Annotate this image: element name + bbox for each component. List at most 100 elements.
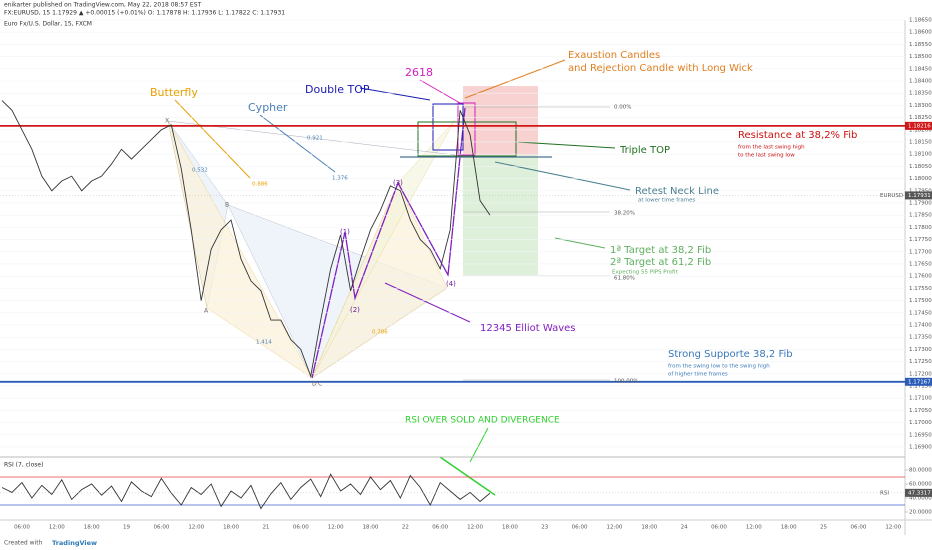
y-tick-label: 1.18200 <box>909 127 932 133</box>
annotation: 1.376 <box>332 176 348 182</box>
y-tick-label: 1.17500 <box>909 298 932 304</box>
y-tick-label: 1.16950 <box>909 432 932 438</box>
y-tick-label: 1.18150 <box>909 139 932 145</box>
x-tick-label: 06:00 <box>432 525 448 531</box>
x-tick-label: 06:00 <box>850 525 866 531</box>
annotation: X <box>165 118 169 125</box>
y-tick-label: 1.17100 <box>909 396 932 402</box>
x-tick-label: 12:00 <box>885 525 901 531</box>
annotation: from the last swing high <box>738 145 805 151</box>
x-tick-label: 12:00 <box>607 525 623 531</box>
y-tick-label: 1.18300 <box>909 103 932 109</box>
x-tick-label: 18:00 <box>502 525 518 531</box>
y-tick-label: 1.18400 <box>909 78 932 84</box>
last-price-tag <box>905 191 932 200</box>
y-tick-label: 1.18100 <box>909 152 932 158</box>
annotation: 1ª Target at 38,2 Fib <box>610 245 711 256</box>
y-tick-label: 1.18600 <box>909 30 932 36</box>
y-tick-label: 1.18550 <box>909 42 932 48</box>
annotation: D <box>312 381 317 388</box>
x-tick-label: 18:00 <box>781 525 797 531</box>
annotation: Triple TOP <box>619 145 670 156</box>
annotation: 2618 <box>405 66 433 79</box>
y-tick-label: 1.17450 <box>909 310 932 316</box>
annotation: 0.532 <box>192 168 208 174</box>
annotation: 0.921 <box>307 136 323 142</box>
x-tick-label: 12:00 <box>49 525 65 531</box>
reference-tag <box>905 121 932 130</box>
y-tick-label: 1.17750 <box>909 237 932 243</box>
last-price-tag <box>905 488 932 497</box>
reference-label: 1.17167 <box>908 379 931 385</box>
x-tick-label: 12:00 <box>467 525 483 531</box>
butterfly-xac <box>167 120 313 379</box>
x-tick-label: 18:00 <box>641 525 657 531</box>
y-tick-label: 1.17650 <box>909 261 932 267</box>
x-tick-label: 22 <box>402 525 409 531</box>
annotation: Expecting 55 PIPS Profit <box>612 270 678 276</box>
x-tick-label: 18:00 <box>84 525 100 531</box>
y-tick-label: 1.18650 <box>909 18 932 24</box>
y-tick-label: 1.17400 <box>909 322 932 328</box>
annotation: to the last swing low <box>738 153 795 159</box>
last-price-label: 47.3317 <box>908 490 931 496</box>
reference-tag <box>905 377 932 386</box>
exhaustion-box <box>457 102 476 156</box>
footer-created: Created with <box>4 540 43 547</box>
annotation: 0.00% <box>614 105 631 111</box>
x-tick-label: 21 <box>262 525 269 531</box>
annotation: 38.20% <box>614 211 635 217</box>
y-tick-label: 1.17150 <box>909 383 932 389</box>
annotation: Strong Supporte 38,2 Fib <box>668 349 793 360</box>
y-tick-label: 1.18050 <box>909 164 932 170</box>
series-tag: EURUSD <box>880 193 903 199</box>
y-tick-label: 60.0000 <box>909 481 932 487</box>
annotation: 1.414 <box>256 340 272 346</box>
y-tick-label: 1.18500 <box>909 54 932 60</box>
y-tick-label: 1.18250 <box>909 115 932 121</box>
y-tick-label: 1.16900 <box>909 444 932 450</box>
x-tick-label: 19 <box>123 525 130 531</box>
annotation: A <box>204 308 209 315</box>
double-top-box <box>432 103 464 151</box>
annotation: (4) <box>446 280 456 288</box>
annotation: Butterfly <box>150 86 198 99</box>
annotation: 12345 Elliot Waves <box>480 323 576 334</box>
y-tick-label: 1.17600 <box>909 274 932 280</box>
annotation: 0.886 <box>252 182 268 188</box>
annotation: Double TOP <box>305 83 370 96</box>
x-tick-label: 06:00 <box>572 525 588 531</box>
y-tick-label: 1.17000 <box>909 420 932 426</box>
symbol-line: FX:EURUSD, 15 1.17929 ▲ +0.00015 (+0.01%… <box>4 10 285 17</box>
annotation: Retest Neck Line <box>635 186 719 197</box>
publisher: enikarter published on TradingView.com, … <box>4 2 202 9</box>
rsi-title: RSI (7, close) <box>4 462 43 469</box>
annotation: Resistance at 38,2% Fib <box>738 130 857 141</box>
x-tick-label: 12:00 <box>328 525 344 531</box>
y-tick-label: 80.0000 <box>909 467 932 473</box>
annotation: 2ª Target at 61,2 Fib <box>610 257 711 268</box>
elliott-waves <box>311 107 466 379</box>
last-price-label: 1.17931 <box>908 193 931 199</box>
annotation: RSI OVER SOLD AND DIVERGENCE <box>405 416 560 426</box>
x-tick-label: 12:00 <box>188 525 204 531</box>
price-line <box>1 100 491 378</box>
y-tick-label: 1.17950 <box>909 188 932 194</box>
triple-top-box <box>417 121 517 157</box>
y-tick-label: 1.17300 <box>909 347 932 353</box>
annotation: (2) <box>350 306 360 314</box>
annotation: C <box>318 381 322 388</box>
x-tick-label: 06:00 <box>14 525 30 531</box>
annotation: from the swing low to the swing high <box>668 364 770 370</box>
y-tick-label: 1.17700 <box>909 249 932 255</box>
annotation: at lower time frames <box>638 198 696 204</box>
y-tick-label: 1.17250 <box>909 359 932 365</box>
instrument: Euro Fx/U.S. Dollar, 15, FXCM <box>4 21 92 28</box>
y-tick-label: 1.17050 <box>909 408 932 414</box>
annotation: B <box>225 202 229 209</box>
x-tick-label: 18:00 <box>223 525 239 531</box>
x-tick-label: 18:00 <box>363 525 379 531</box>
annotation: (3) <box>393 179 403 187</box>
y-tick-label: 1.17350 <box>909 335 932 341</box>
